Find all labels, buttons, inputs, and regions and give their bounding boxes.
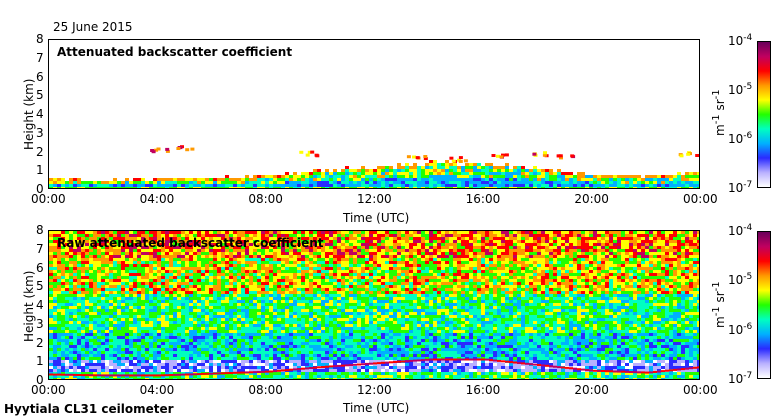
colorbar-tick-label: 10-4 <box>728 33 753 48</box>
colorbar-tick-label: 10-5 <box>728 272 753 288</box>
x-tick-label: 08:00 <box>248 383 283 397</box>
y-tick-label: 7 <box>36 241 44 256</box>
x-tick-label: 12:00 <box>357 192 392 206</box>
x-tick-label: 04:00 <box>139 383 175 397</box>
y-tick-label: 2 <box>36 335 44 350</box>
x-tick-label: 00:00 <box>683 192 718 206</box>
heatmap-1 <box>49 145 699 188</box>
panel-title-2: Raw attenuated backscatter coefficient <box>57 236 324 250</box>
panel-title-1: Attenuated backscatter coefficient <box>57 45 293 59</box>
y-axis-label-2: Height (km) <box>22 270 36 342</box>
x-tick-label: 00:00 <box>31 383 66 397</box>
colorbar-1 <box>757 41 771 188</box>
x-tick-label: 20:00 <box>574 383 609 397</box>
y-tick-label: 3 <box>36 316 44 331</box>
y-tick-label: 3 <box>36 125 44 140</box>
colorbar-tick-label: 10-4 <box>728 223 753 238</box>
plot-area-2: Raw attenuated backscatter coefficient <box>48 230 700 380</box>
x-tick-label: 16:00 <box>465 192 501 206</box>
y-tick-label: 6 <box>36 69 44 84</box>
x-tick-label: 00:00 <box>683 383 718 397</box>
x-tick-label: 20:00 <box>574 192 609 206</box>
y-tick-label: 4 <box>36 107 44 121</box>
date-label: 25 June 2015 <box>53 20 133 34</box>
x-tick-label: 04:00 <box>139 192 175 206</box>
y-axis-label-1: Height (km) <box>22 78 36 150</box>
heatmap-2 <box>49 231 699 379</box>
y-tick-label: 5 <box>36 88 44 103</box>
y-tick-label: 0 <box>36 373 44 387</box>
colorbar-tick-label: 10-6 <box>728 321 753 337</box>
y-tick-label: 0 <box>36 182 44 196</box>
y-tick-label: 6 <box>36 260 44 275</box>
y-tick-label: 8 <box>36 32 44 46</box>
footer-label: Hyytiala CL31 ceilometer <box>4 402 174 416</box>
y-tick-label: 7 <box>36 50 44 65</box>
y-tick-label: 8 <box>36 223 44 237</box>
colorbar-unit-2: m-1 sr-1 <box>711 281 727 328</box>
y-tick-label: 4 <box>36 298 44 312</box>
colorbar-unit-1: m-1 sr-1 <box>711 89 727 136</box>
colorbar-tick-label: 10-7 <box>728 371 753 386</box>
colorbar-tick-label: 10-5 <box>728 82 753 97</box>
x-axis-label-1: Time (UTC) <box>343 211 410 225</box>
y-tick-label: 5 <box>36 279 44 294</box>
y-tick-label: 1 <box>36 163 44 178</box>
x-axis-label-2: Time (UTC) <box>343 401 410 415</box>
plot-area-1: Attenuated backscatter coefficient <box>48 39 700 189</box>
x-tick-label: 16:00 <box>465 383 501 397</box>
y-tick-label: 1 <box>36 354 44 369</box>
x-tick-label: 00:00 <box>31 192 66 206</box>
x-tick-label: 08:00 <box>248 192 283 206</box>
colorbar-2 <box>757 231 771 379</box>
colorbar-tick-label: 10-6 <box>728 131 753 146</box>
colorbar-tick-label: 10-7 <box>728 180 753 195</box>
x-tick-label: 12:00 <box>357 383 392 397</box>
y-tick-label: 2 <box>36 144 44 159</box>
